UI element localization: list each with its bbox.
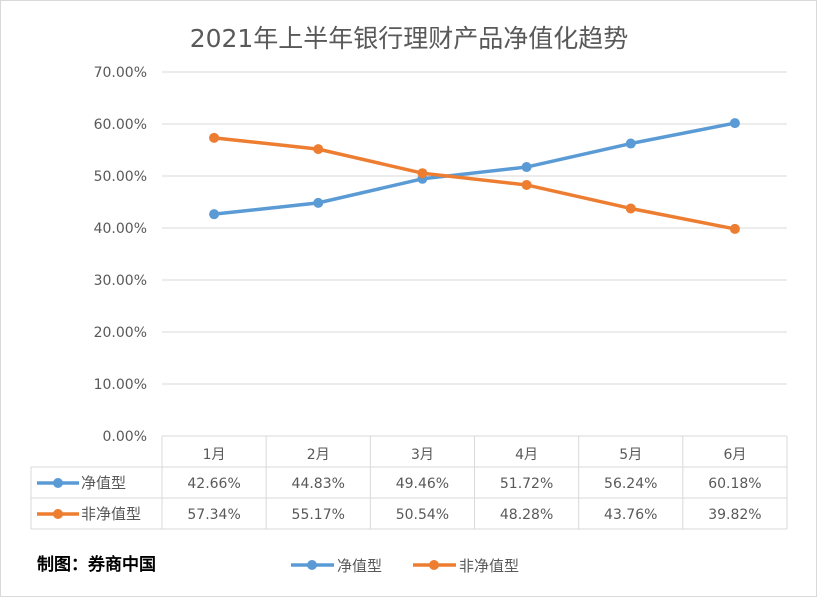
y-tick-label: 20.00%	[94, 325, 147, 341]
data-point	[209, 132, 220, 143]
x-tick-label: 2月	[307, 447, 330, 463]
legend-marker	[307, 560, 317, 570]
data-label: 39.82%	[708, 507, 761, 523]
data-label: 44.83%	[292, 476, 345, 492]
data-label: 49.46%	[396, 476, 449, 492]
data-label: 56.24%	[604, 476, 657, 492]
legend-label: 净值型	[337, 557, 382, 575]
legend-marker	[429, 560, 439, 570]
x-tick-label: 3月	[411, 447, 434, 463]
data-label: 55.17%	[292, 507, 345, 523]
data-label: 43.76%	[604, 507, 657, 523]
series-line-0	[213, 121, 736, 216]
data-point	[521, 179, 532, 190]
data-label: 42.66%	[187, 476, 240, 492]
data-point	[625, 138, 636, 149]
data-point	[417, 168, 428, 179]
y-tick-label: 50.00%	[94, 169, 147, 185]
y-tick-label: 60.00%	[94, 117, 147, 133]
x-tick-label: 1月	[203, 447, 226, 463]
data-point	[521, 162, 532, 173]
data-point	[729, 118, 740, 129]
y-tick-label: 0.00%	[103, 429, 147, 445]
data-label: 48.28%	[500, 507, 553, 523]
table-legend-marker	[53, 509, 63, 519]
x-tick-label: 5月	[619, 447, 642, 463]
data-point	[625, 203, 636, 214]
data-point	[209, 209, 220, 220]
table-series-name: 非净值型	[81, 505, 141, 523]
x-tick-label: 4月	[515, 447, 538, 463]
legend-label: 非净值型	[459, 557, 519, 575]
data-label: 51.72%	[500, 476, 553, 492]
data-label: 50.54%	[396, 507, 449, 523]
series-line-1	[213, 136, 736, 231]
chart-title: 2021年上半年银行理财产品净值化趋势	[190, 24, 629, 53]
y-tick-label: 70.00%	[94, 65, 147, 81]
data-label: 60.18%	[708, 476, 761, 492]
table-series-name: 净值型	[81, 474, 126, 492]
source-caption: 制图：券商中国	[37, 554, 156, 575]
table-legend-marker	[53, 478, 63, 488]
y-tick-label: 10.00%	[94, 377, 147, 393]
data-point	[313, 144, 324, 155]
data-label: 57.34%	[187, 507, 240, 523]
data-point	[729, 223, 740, 234]
y-tick-label: 30.00%	[94, 273, 147, 289]
data-point	[313, 197, 324, 208]
x-tick-label: 6月	[723, 447, 746, 463]
y-tick-label: 40.00%	[94, 221, 147, 237]
